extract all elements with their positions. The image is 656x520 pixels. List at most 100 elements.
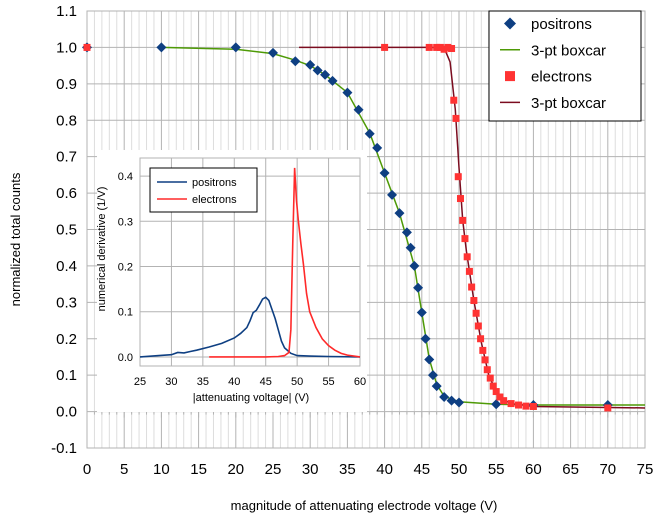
electron-data-point <box>440 45 448 53</box>
electron-data-point <box>472 309 480 317</box>
x-tick-label: 55 <box>488 461 505 478</box>
electron-data-point <box>470 297 478 305</box>
electron-data-point <box>515 401 523 409</box>
electron-data-point <box>522 402 530 410</box>
positron-data-point <box>439 392 450 403</box>
inset-y-tick-label: 0.1 <box>118 307 133 319</box>
positrons-0-points <box>82 42 613 411</box>
legend-label: 3-pt boxcar <box>531 42 606 59</box>
x-tick-label: 45 <box>413 461 430 478</box>
y-tick-label: 1.1 <box>56 3 77 20</box>
electron-data-point <box>448 45 456 53</box>
positron-data-point <box>454 397 464 408</box>
x-tick-label: 25 <box>265 461 282 478</box>
positron-data-point <box>394 208 405 219</box>
electron-data-point <box>529 402 537 410</box>
x-tick-label: 5 <box>120 461 128 478</box>
y-tick-label: 0.0 <box>56 404 77 421</box>
x-tick-label: 30 <box>302 461 319 478</box>
x-tick-label: 70 <box>599 461 616 478</box>
inset-electrons-line <box>209 167 361 358</box>
positron-data-point <box>342 87 353 98</box>
positron-data-point <box>387 189 398 200</box>
x-tick-label: 35 <box>339 461 356 478</box>
x-tick-label: 20 <box>227 461 244 478</box>
inset-x-tick-label: 35 <box>197 376 209 388</box>
inset-x-tick-label: 50 <box>291 376 303 388</box>
plot-area-frame <box>86 10 646 449</box>
inset-y-tick-label: 0.2 <box>118 262 133 274</box>
electron-data-point <box>500 397 508 405</box>
positron-data-point <box>312 65 323 76</box>
y-tick-label: 0.9 <box>56 76 77 93</box>
inset-legend: positrons electrons <box>149 167 258 213</box>
electrons-2-points <box>83 43 612 412</box>
y-tick-label: 1.0 <box>56 39 77 56</box>
positron-data-point <box>305 59 316 70</box>
x-tick-label: 75 <box>637 461 654 478</box>
positron-data-point <box>156 42 167 53</box>
legend-label: 3-pt boxcar <box>531 95 606 112</box>
electron-data-point <box>450 96 458 104</box>
positron-data-point <box>401 227 412 238</box>
electron-data-point <box>436 43 444 51</box>
electron-data-point <box>604 404 612 412</box>
legend-symbol-positrons <box>504 17 516 30</box>
y-tick-label: 0.1 <box>56 367 77 384</box>
positron-data-point <box>416 307 427 318</box>
electron-data-point <box>486 374 494 382</box>
legend-label: positrons <box>531 16 592 33</box>
x-axis-title: magnitude of attenuating electrode volta… <box>231 498 498 513</box>
electron-data-point <box>465 267 473 275</box>
y-tick-label: -0.1 <box>51 440 77 457</box>
electron-data-point <box>489 382 497 390</box>
inset-y-tick-label: 0.3 <box>118 216 133 228</box>
inset-x-tick-label: 30 <box>165 376 177 388</box>
electron-data-point <box>468 283 476 291</box>
inset-x-axis-title: |attenuating voltage| (V) <box>193 392 309 404</box>
electron-data-point <box>461 235 469 243</box>
legend-symbol-electrons <box>505 71 515 82</box>
x-tick-label: 10 <box>153 461 170 478</box>
electron-data-point <box>477 335 485 343</box>
inset-x-tick-label: 60 <box>354 376 366 388</box>
positron-data-point <box>327 75 338 86</box>
electron-data-point <box>433 43 441 51</box>
positron-data-point <box>353 104 364 115</box>
electron-data-point <box>452 114 460 122</box>
x-tick-label: 60 <box>525 461 542 478</box>
inset-legend-label: positrons <box>192 177 237 189</box>
inset-x-tick-label: 40 <box>228 376 240 388</box>
positron-data-point <box>290 56 301 67</box>
positron-data-point <box>427 370 438 381</box>
x-tick-label: 15 <box>190 461 207 478</box>
x-tick-label: 0 <box>83 461 91 478</box>
y-axis-title: normalized total counts <box>8 172 23 306</box>
y-tick-label: 0.5 <box>56 222 77 239</box>
positron-data-point <box>379 168 390 179</box>
positron-data-point <box>424 354 435 365</box>
positron-data-point <box>320 69 331 80</box>
electron-data-point <box>456 195 464 203</box>
positron-data-point <box>230 42 241 53</box>
positron-data-point <box>491 399 502 410</box>
inset-plot-frame <box>139 157 361 367</box>
inset-y-axis-title: numerical derivative (1/V) <box>96 187 108 312</box>
electron-data-point <box>483 366 491 374</box>
electron-data-point <box>507 400 515 408</box>
positron-data-point <box>268 47 278 58</box>
y-tick-label: 0.4 <box>56 258 77 275</box>
electron-data-point <box>381 43 389 51</box>
y-tick-label: 0.7 <box>56 149 77 166</box>
inset-y-tick-label: 0.4 <box>118 171 133 183</box>
electron-data-point <box>474 322 482 330</box>
x-tick-label: 40 <box>376 461 393 478</box>
y-tick-label: 0.3 <box>56 294 77 311</box>
positron-data-point <box>446 395 457 406</box>
main-legend: positrons 3-pt boxcar electrons 3-pt boxcar <box>488 10 642 122</box>
positron-data-point <box>364 128 375 139</box>
x-tick-label: 65 <box>562 461 579 478</box>
x-tick-label: 50 <box>451 461 468 478</box>
y-tick-label: 0.2 <box>56 331 77 348</box>
